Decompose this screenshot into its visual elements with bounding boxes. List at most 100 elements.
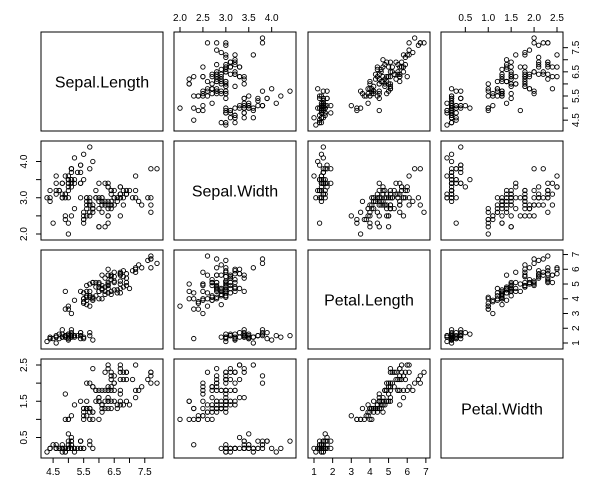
data-point: [499, 302, 505, 308]
data-point: [123, 282, 130, 289]
data-point: [81, 296, 87, 302]
data-point: [87, 438, 93, 444]
data-point: [105, 365, 111, 372]
data-point: [87, 195, 93, 201]
data-point: [485, 231, 491, 237]
tick-label-right: 1: [571, 340, 582, 346]
data-point: [74, 169, 81, 176]
data-point: [223, 122, 229, 128]
data-point: [494, 195, 501, 201]
data-point: [415, 195, 422, 201]
data-point: [214, 405, 220, 412]
data-point: [397, 376, 403, 383]
data-point: [522, 191, 528, 197]
data-point: [508, 64, 514, 70]
data-point: [522, 83, 528, 89]
data-point: [47, 334, 53, 340]
data-point: [448, 98, 455, 104]
data-point: [278, 93, 284, 99]
data-point: [59, 331, 65, 337]
data-point: [56, 187, 62, 194]
data-point: [227, 279, 234, 286]
data-point: [241, 95, 247, 102]
data-point: [68, 176, 75, 183]
data-point: [367, 93, 373, 99]
data-point: [421, 209, 427, 215]
data-point: [448, 169, 455, 176]
data-point: [105, 272, 111, 278]
data-point: [365, 86, 371, 92]
data-point: [96, 224, 102, 230]
data-point: [458, 88, 464, 94]
data-point: [531, 202, 537, 208]
data-point: [108, 398, 114, 404]
data-point: [376, 88, 382, 94]
data-point: [68, 442, 75, 448]
data-point: [65, 220, 72, 226]
data-point: [223, 391, 229, 397]
data-point: [65, 442, 72, 448]
data-point: [90, 202, 96, 208]
data-point: [467, 331, 473, 337]
data-point: [129, 268, 136, 274]
data-point: [223, 445, 229, 452]
data-point: [87, 409, 93, 415]
data-point: [223, 380, 229, 386]
data-point: [120, 195, 127, 201]
data-point: [214, 365, 220, 372]
data-point: [522, 262, 528, 268]
data-point: [324, 88, 330, 94]
data-point: [105, 384, 111, 390]
data-point: [223, 69, 229, 75]
data-point: [322, 431, 328, 437]
data-point: [120, 284, 127, 290]
data-point: [87, 442, 93, 448]
data-point: [499, 205, 505, 212]
data-point: [320, 169, 326, 176]
data-point: [68, 213, 75, 219]
data-point: [93, 279, 99, 286]
data-point: [236, 330, 243, 336]
data-point: [236, 285, 243, 292]
data-point: [382, 387, 388, 394]
data-point: [554, 271, 560, 277]
data-point: [382, 83, 388, 89]
data-point: [126, 187, 133, 194]
data-point: [444, 100, 450, 106]
data-point: [485, 220, 491, 226]
data-point: [96, 296, 102, 302]
data-point: [148, 195, 154, 201]
data-point: [490, 299, 496, 305]
data-point: [241, 332, 247, 339]
data-point: [531, 260, 537, 267]
data-point: [74, 445, 81, 452]
data-point: [227, 71, 234, 77]
data-point: [204, 290, 211, 296]
data-point: [132, 173, 139, 179]
data-point: [53, 445, 59, 452]
data-point: [503, 284, 510, 290]
tick-label-left: 2.5: [19, 358, 30, 372]
data-point: [236, 334, 243, 340]
data-point: [545, 180, 551, 186]
data-point: [393, 59, 399, 65]
data-point: [96, 416, 102, 423]
data-point: [232, 105, 238, 111]
data-point: [503, 78, 510, 85]
data-point: [227, 376, 234, 383]
panel-frame-petal-length-vs-petal-length: [307, 249, 431, 350]
data-point: [255, 438, 261, 444]
data-point: [400, 387, 407, 394]
data-point: [540, 166, 546, 172]
data-point: [406, 195, 412, 201]
data-point: [490, 213, 496, 219]
data-point: [367, 405, 373, 412]
data-point: [387, 74, 394, 80]
data-point: [397, 191, 403, 197]
panel-frame-sepal-width-vs-petal-width: [440, 140, 564, 241]
data-point: [214, 47, 220, 53]
data-point: [417, 202, 423, 208]
data-point: [114, 402, 120, 408]
data-point: [376, 107, 382, 114]
data-point: [87, 405, 93, 412]
